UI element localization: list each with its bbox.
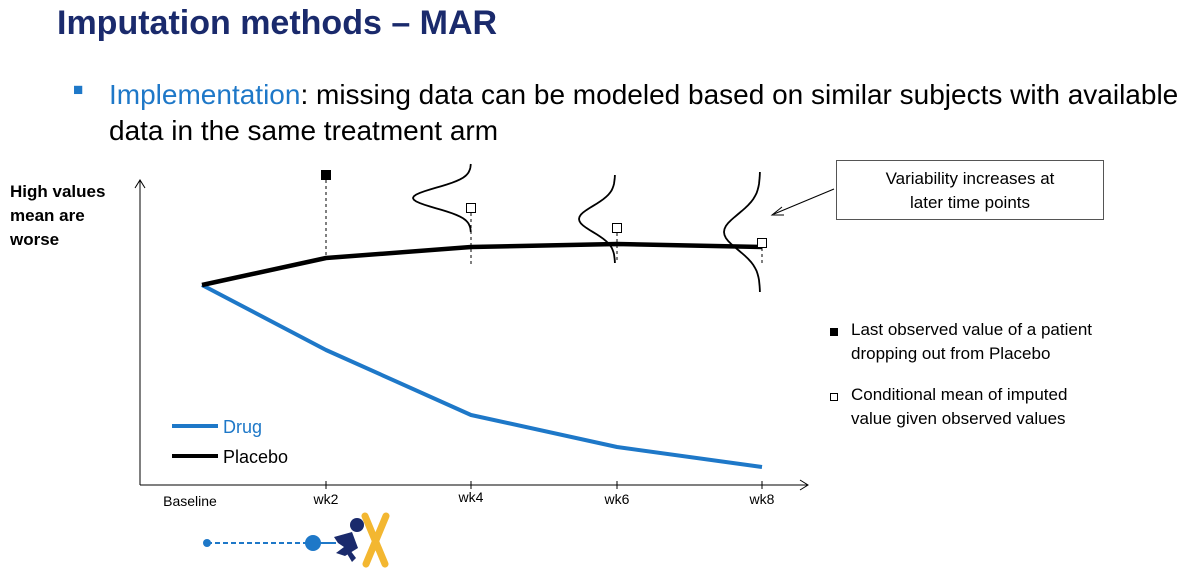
y-axis-label-line-2: mean are — [10, 206, 85, 225]
bullet-highlight: Implementation — [109, 79, 301, 110]
orange-x-stroke-2 — [362, 512, 390, 568]
y-axis-arrow-icon — [134, 179, 146, 189]
x-axis-arrow-icon — [799, 479, 809, 491]
series-line-drug — [201, 283, 763, 469]
bullet-body: : missing data can be modeled based on s… — [109, 79, 1179, 146]
timeline-start-dot — [203, 539, 211, 547]
person-arm-icon — [346, 550, 356, 562]
hollow-square-icon — [830, 393, 838, 401]
person-body-icon — [334, 532, 358, 556]
y-axis-label: High values mean are worse — [10, 180, 105, 252]
callout-arrowhead-icon — [770, 206, 784, 216]
x-tick-label: wk2 — [313, 491, 339, 507]
legend-last-observed-line-1: Last observed value of a patient — [851, 320, 1092, 339]
legend-label-drug: Drug — [223, 417, 262, 437]
series-line-placebo — [201, 241, 763, 288]
x-tick-label: wk8 — [749, 491, 775, 507]
x-tick-label: Baseline — [163, 493, 217, 509]
imputed-mean-marker — [612, 223, 622, 233]
distribution-curve — [723, 171, 761, 293]
bullet-text: Implementation: missing data can be mode… — [109, 77, 1179, 149]
legend-last-observed-line-2: dropping out from Placebo — [851, 344, 1051, 363]
last-observed-marker — [321, 170, 331, 180]
person-head-icon — [350, 518, 364, 532]
callout-line-1: Variability increases at — [885, 169, 1055, 188]
dropout-timeline-icon — [203, 512, 390, 568]
callout-line-2: later time points — [910, 193, 1030, 212]
x-tick-label: wk4 — [458, 489, 484, 505]
imputed-mean-marker — [757, 238, 767, 248]
bullet-square-icon: ■ — [73, 80, 84, 99]
y-axis-label-line-1: High values — [10, 182, 106, 201]
distribution-curve — [412, 163, 472, 233]
filled-square-icon — [830, 328, 838, 336]
legend-label-placebo: Placebo — [223, 447, 288, 467]
imputed-mean-marker — [466, 203, 476, 213]
callout-arrow-line — [773, 188, 835, 215]
legend-imputed-mean-line-1: Conditional mean of imputed — [851, 385, 1068, 404]
y-axis-label-line-3: worse — [10, 230, 60, 249]
x-tick-label: wk6 — [604, 491, 630, 507]
slide-title: Imputation methods – MAR — [57, 4, 498, 42]
variability-callout: Variability increases at later time poin… — [836, 160, 1104, 220]
distribution-curve — [578, 174, 616, 264]
legend-imputed-mean-line-2: value given observed values — [851, 409, 1066, 428]
